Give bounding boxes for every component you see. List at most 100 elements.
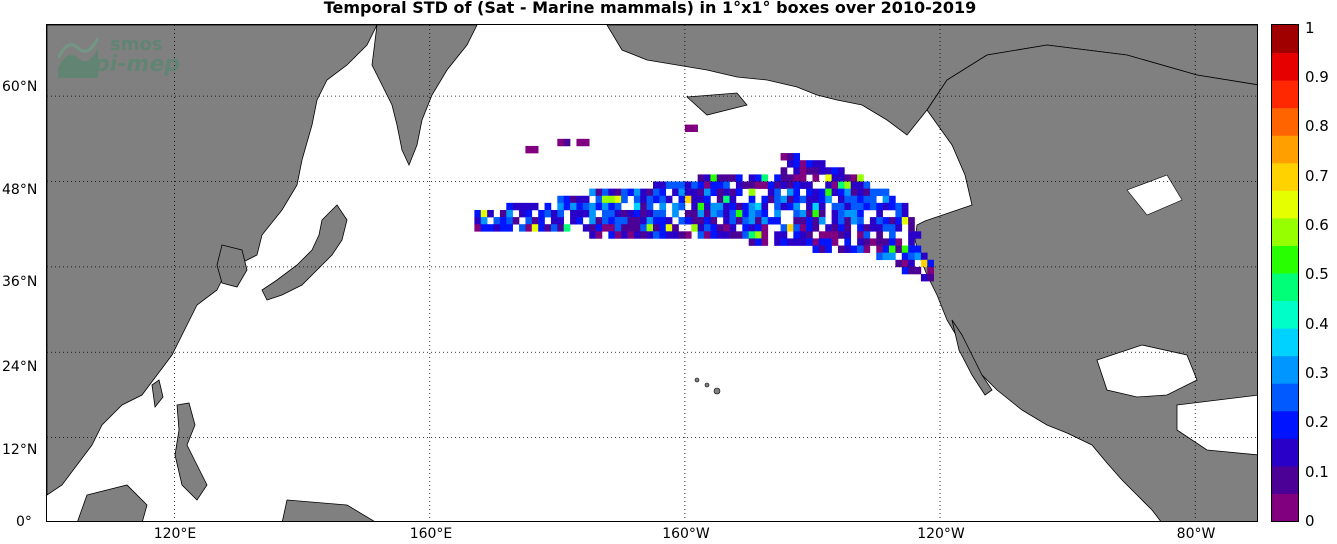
heatmap-cell: [608, 217, 616, 225]
heatmap-cell: [723, 181, 730, 189]
heatmap-cell: [653, 224, 660, 232]
heatmap-cell: [780, 224, 788, 232]
heatmap-cell: [608, 224, 616, 232]
heatmap-cell: [653, 231, 660, 239]
heatmap-cell: [716, 188, 724, 197]
heatmap-cell: [480, 224, 488, 232]
heatmap-cell: [837, 209, 845, 218]
heatmap-cell: [927, 266, 934, 275]
heatmap-cell: [576, 217, 584, 225]
heatmap-cell: [697, 217, 705, 225]
heatmap-cell: [831, 217, 839, 225]
heatmap-cell: [646, 202, 654, 211]
heatmap-cell: [806, 202, 813, 211]
y-label-0: 0°: [16, 514, 32, 530]
heatmap-cell: [818, 238, 826, 246]
land-masses: [47, 25, 1257, 521]
heatmap-cell: [786, 160, 794, 168]
heatmap-cell: [786, 181, 794, 189]
heatmap-cell: [748, 188, 756, 197]
heatmap-cell: [869, 224, 877, 232]
heatmap-cell: [755, 181, 762, 189]
heatmap-cell: [857, 195, 864, 204]
heatmap-cell: [889, 224, 896, 232]
colorbar-tick: 0.8: [1305, 117, 1329, 135]
heatmap-cell: [691, 188, 698, 197]
heatmap-cell: [723, 224, 730, 232]
x-label-160w: 160°W: [662, 526, 710, 542]
heatmap-cell: [697, 202, 705, 211]
heatmap-cell: [723, 209, 730, 218]
heatmap-cell: [665, 195, 673, 204]
heatmap-cell: [633, 217, 641, 225]
heatmap-cell: [723, 174, 730, 182]
heatmap-cell: [844, 217, 852, 225]
heatmap-cell: [570, 217, 577, 225]
kamchatka-landmass: [371, 25, 478, 167]
heatmap-cell: [927, 259, 934, 268]
heatmap-cell: [831, 167, 839, 175]
heatmap-cell: [857, 202, 864, 211]
heatmap-cell: [799, 231, 807, 239]
heatmap-cell: [793, 153, 801, 161]
heatmap-cell: [806, 167, 813, 175]
colorbar-tick: 0.5: [1305, 265, 1329, 283]
heatmap-cell: [697, 195, 705, 204]
y-label-48n: 48°N: [2, 182, 38, 198]
heatmap-cell: [589, 224, 596, 232]
heatmap-cell: [729, 202, 737, 211]
heatmap-cell: [889, 245, 896, 253]
heatmap-cell: [729, 174, 737, 182]
heatmap-cell: [812, 195, 820, 204]
colorbar-segment: [1272, 355, 1298, 384]
heatmap-cell: [640, 224, 647, 232]
heatmap-cell: [640, 195, 647, 204]
heatmap-cell: [799, 195, 807, 204]
heatmap-cell: [697, 224, 705, 232]
heatmap-cell: [844, 224, 852, 232]
x-label-120w: 120°W: [917, 526, 965, 542]
colorbar-segment: [1272, 300, 1298, 329]
heatmap-cell: [531, 224, 539, 232]
heatmap-cell: [531, 145, 539, 154]
heatmap-cell: [799, 174, 807, 182]
heatmap-cell: [512, 217, 520, 225]
heatmap-cell: [729, 209, 737, 218]
heatmap-cell: [563, 202, 571, 211]
heatmap-cell: [761, 238, 769, 246]
heatmap-cell: [882, 202, 890, 211]
heatmap-cell: [742, 231, 749, 239]
heatmap-cell: [818, 231, 826, 239]
heatmap-cell: [633, 224, 641, 232]
heatmap-cell: [844, 202, 852, 211]
heatmap-cell: [755, 202, 762, 211]
heatmap-cell: [857, 209, 864, 218]
heatmap-cell: [863, 231, 871, 239]
heatmap-cell: [627, 231, 635, 239]
heatmap-cell: [576, 195, 584, 204]
heatmap-cell: [831, 238, 839, 246]
heatmap-cell: [774, 188, 781, 197]
heatmap-cell: [684, 124, 692, 133]
heatmap-cell: [780, 153, 788, 161]
heatmap-cell: [825, 188, 832, 197]
heatmap-cell: [889, 217, 896, 225]
heatmap-cell: [633, 188, 641, 197]
heatmap-cell: [672, 181, 679, 189]
y-label-24n: 24°N: [2, 359, 38, 375]
heatmap-cell: [755, 209, 762, 218]
heatmap-cell: [512, 202, 520, 211]
baja-california: [951, 319, 993, 396]
heatmap-cell: [595, 231, 603, 239]
heatmap-cell: [544, 209, 552, 218]
heatmap-cell: [646, 195, 654, 204]
heatmap-cell: [646, 188, 654, 197]
heatmap-cell: [908, 231, 915, 239]
heatmap-cell: [550, 209, 558, 218]
heatmap-cell: [544, 224, 552, 232]
heatmap-cell: [640, 209, 647, 218]
heatmap-cell: [563, 224, 571, 232]
heatmap-cell: [627, 188, 635, 197]
heatmap-cell: [621, 195, 628, 204]
heatmap-cell: [735, 202, 743, 211]
